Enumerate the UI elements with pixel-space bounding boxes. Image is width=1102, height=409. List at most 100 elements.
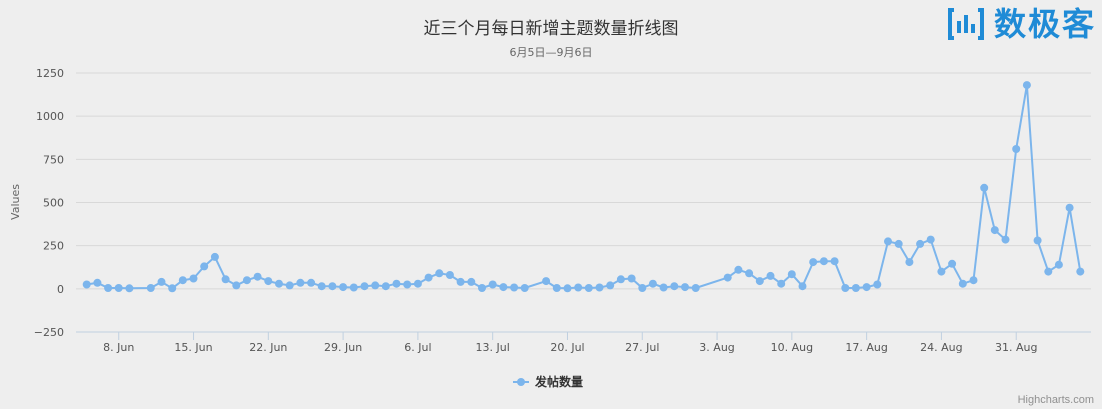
data-point	[317, 282, 326, 291]
x-tick-label: 3. Aug	[699, 341, 734, 354]
data-point	[1065, 203, 1074, 212]
series-line	[86, 84, 1082, 290]
y-tick-label: 0	[57, 283, 64, 296]
data-point	[638, 284, 647, 292]
data-point	[552, 284, 561, 292]
legend[interactable]: 发帖数量	[513, 374, 583, 389]
data-point	[787, 270, 796, 279]
data-point	[777, 279, 786, 288]
data-point	[830, 257, 839, 266]
data-point	[328, 282, 337, 291]
data-point	[616, 275, 625, 284]
y-tick-label: 250	[43, 240, 64, 253]
y-tick-label: −250	[34, 326, 64, 339]
data-point	[691, 284, 700, 292]
data-point	[104, 284, 113, 292]
data-point	[1076, 267, 1085, 276]
data-point	[681, 283, 689, 292]
data-point	[210, 252, 219, 261]
data-point	[200, 262, 209, 271]
data-point	[851, 284, 860, 292]
x-tick-label: 31. Aug	[995, 341, 1037, 354]
data-point	[403, 280, 412, 289]
data-point	[1033, 236, 1042, 245]
data-point	[766, 271, 775, 280]
logo-text: 数极客	[993, 5, 1096, 43]
grid	[76, 72, 1091, 333]
data-point	[285, 281, 294, 290]
data-point	[1044, 267, 1053, 276]
data-point	[627, 274, 636, 283]
data-point	[1012, 145, 1021, 153]
y-axis-title: Values	[9, 184, 22, 220]
data-point	[381, 282, 390, 291]
data-point	[841, 284, 850, 292]
data-point	[242, 276, 251, 285]
data-point	[648, 279, 657, 288]
data-point	[520, 284, 529, 292]
data-point	[445, 271, 454, 279]
series-layer	[82, 81, 1085, 293]
data-point	[488, 280, 497, 289]
data-point	[755, 277, 764, 286]
data-point	[435, 269, 444, 278]
data-point	[809, 258, 818, 267]
data-point	[360, 282, 369, 291]
data-point	[745, 269, 754, 278]
data-point	[574, 283, 583, 292]
data-point	[253, 272, 262, 281]
data-point	[296, 278, 305, 287]
data-point	[862, 283, 871, 292]
data-point	[723, 273, 732, 282]
data-point	[114, 284, 123, 292]
data-point	[499, 283, 508, 292]
data-point	[349, 283, 358, 292]
y-tick-label: 750	[43, 153, 64, 166]
data-point	[1001, 235, 1010, 244]
data-point	[339, 283, 348, 292]
data-point	[606, 281, 615, 290]
data-point	[670, 282, 679, 291]
data-point	[563, 284, 572, 293]
x-tick-label: 8. Jun	[103, 341, 134, 354]
data-point	[371, 281, 380, 290]
legend-point-marker	[517, 378, 525, 386]
x-tick-label: 10. Aug	[771, 341, 813, 354]
data-point	[146, 284, 155, 292]
data-point	[467, 277, 476, 286]
y-tick-label: 1000	[36, 110, 64, 123]
data-point	[958, 279, 967, 288]
data-point	[926, 235, 935, 244]
y-tick-label: 1250	[36, 67, 64, 80]
legend-label[interactable]: 发帖数量	[534, 374, 583, 389]
credits-link[interactable]: Highcharts.com	[1017, 394, 1094, 406]
x-tick-label: 17. Aug	[845, 341, 887, 354]
data-point	[93, 278, 102, 287]
x-tick-label: 29. Jun	[324, 341, 362, 354]
data-point	[221, 275, 230, 284]
data-point	[424, 273, 433, 282]
x-tick-label: 15. Jun	[174, 341, 212, 354]
x-tick-label: 20. Jul	[550, 341, 584, 354]
x-tick-label: 24. Aug	[920, 341, 962, 354]
data-point	[734, 265, 743, 274]
data-point	[969, 276, 978, 285]
data-point	[1022, 81, 1031, 90]
data-point	[659, 283, 668, 292]
chart-title: 近三个月每日新增主题数量折线图	[424, 19, 679, 39]
data-point	[905, 258, 914, 267]
data-point	[595, 283, 604, 292]
data-point	[798, 282, 807, 291]
x-tick-label: 6. Jul	[404, 341, 431, 354]
data-point	[990, 226, 999, 235]
data-point	[178, 276, 187, 285]
data-point	[937, 267, 946, 276]
brand-logo: 数极客	[946, 4, 1096, 44]
data-point	[916, 239, 925, 248]
x-tick-label: 22. Jun	[249, 341, 287, 354]
y-tick-label: 500	[43, 197, 64, 210]
data-point	[456, 277, 465, 286]
data-point	[980, 183, 989, 192]
data-point	[542, 277, 551, 286]
